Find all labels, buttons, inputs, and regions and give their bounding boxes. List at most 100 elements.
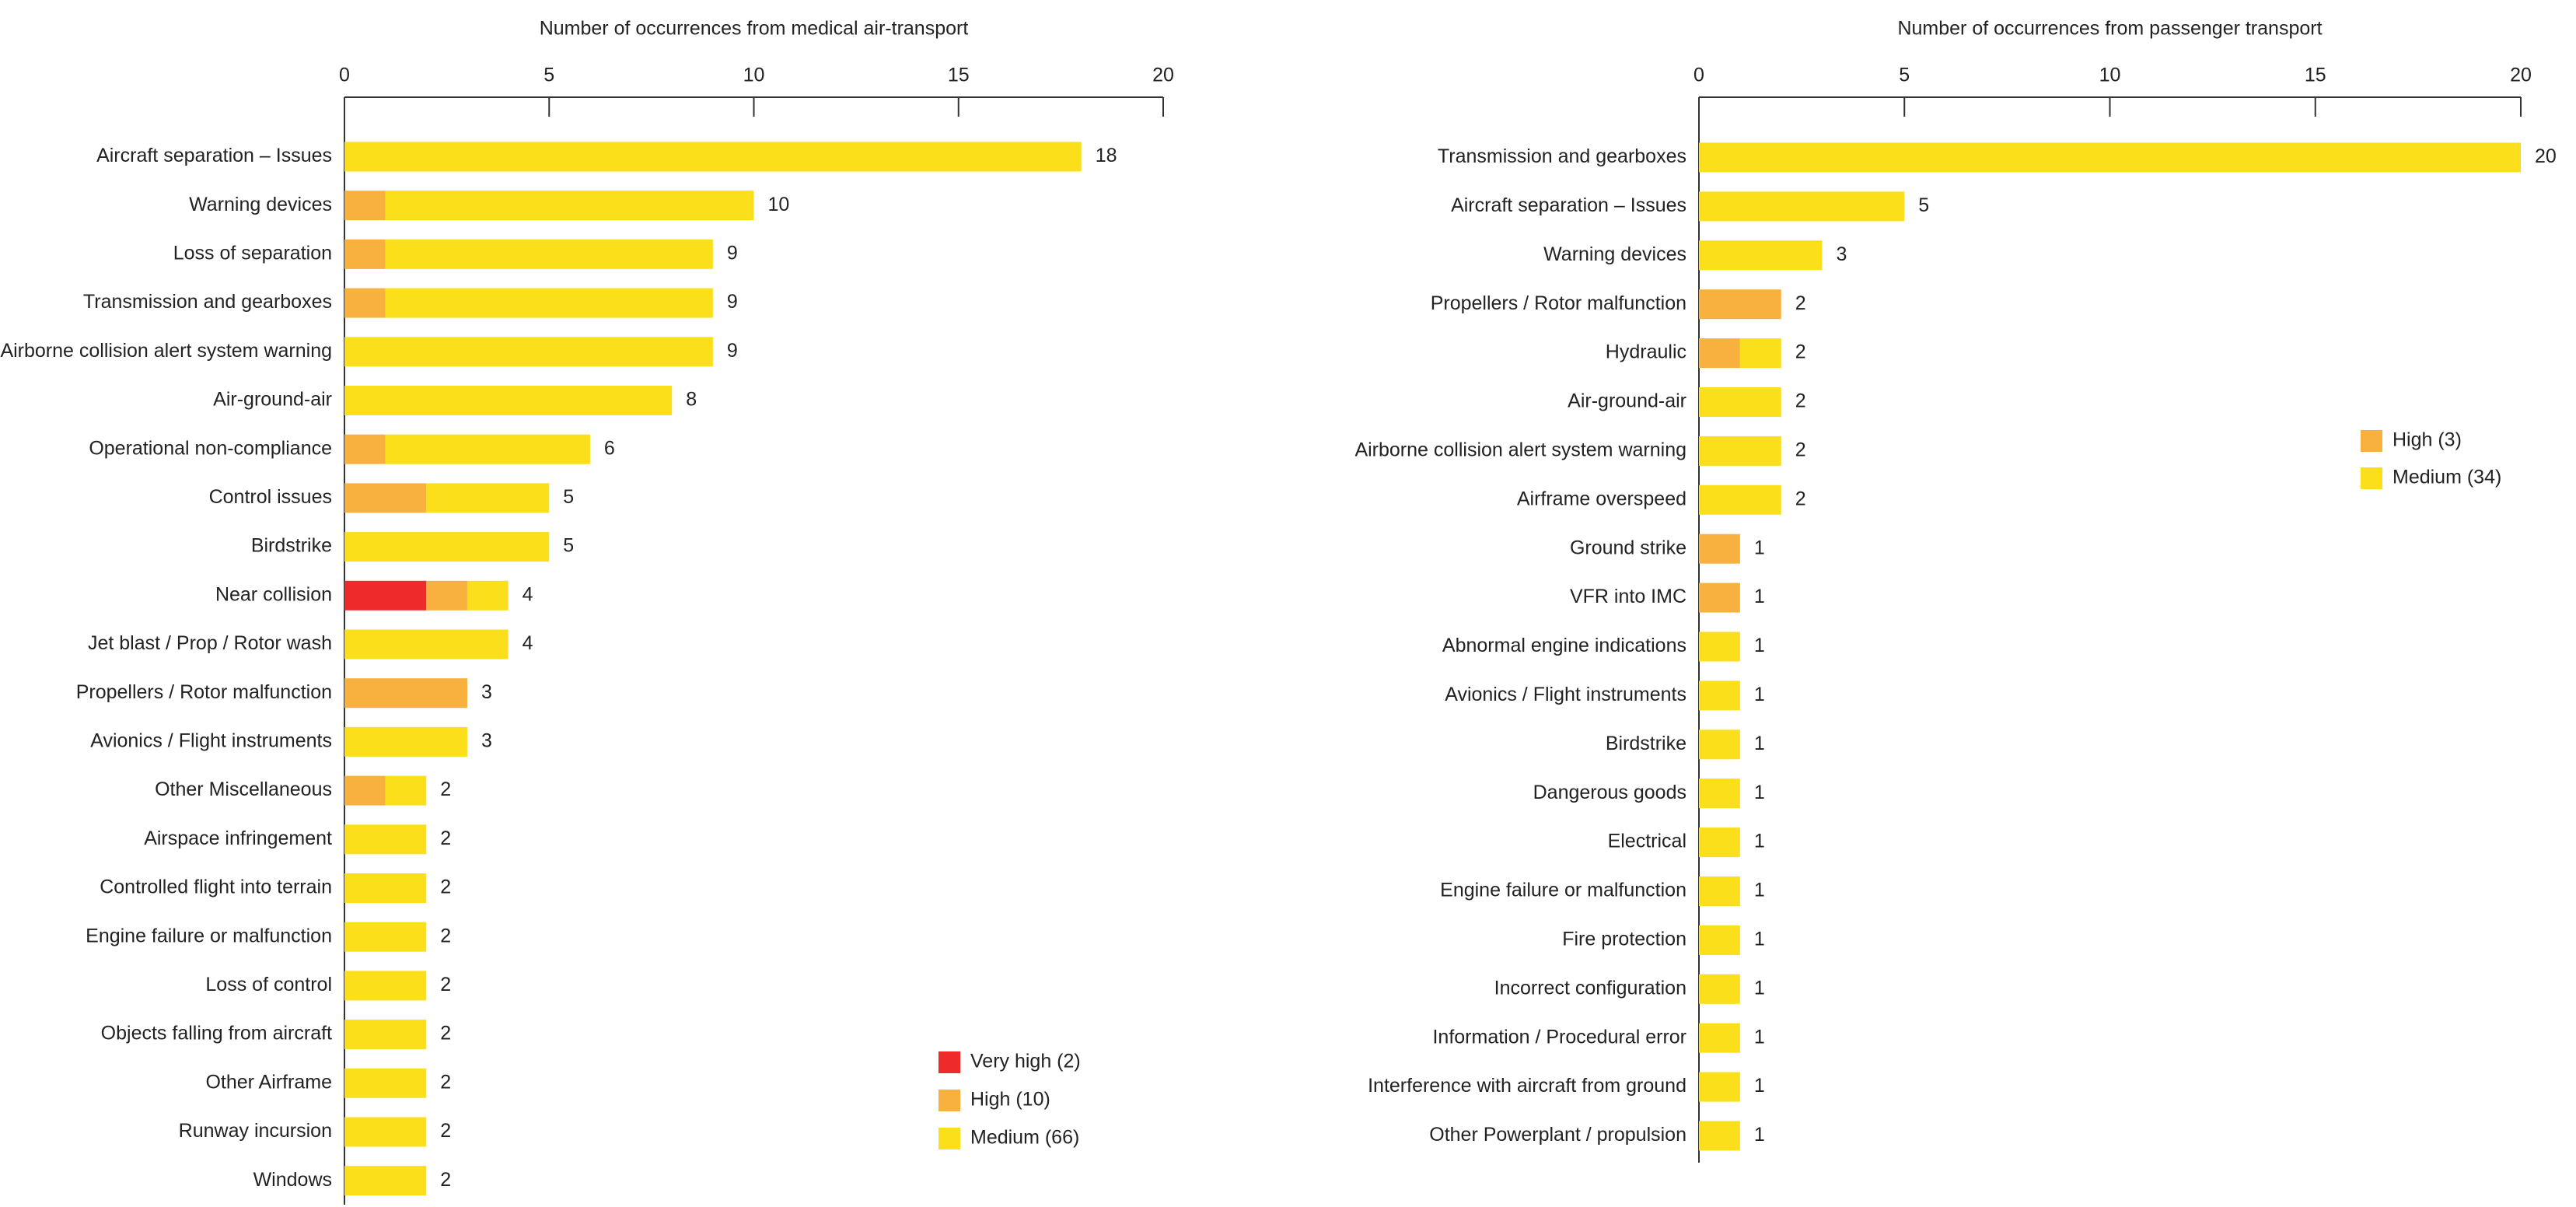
x-tick-label: 20 — [1152, 65, 1174, 86]
bar-segment — [467, 580, 509, 610]
data-label: 2 — [1795, 439, 1806, 461]
bar-segment — [1699, 729, 1740, 760]
category-label: Air-ground-air — [213, 389, 332, 411]
bar-segment — [344, 1020, 427, 1050]
data-label: 1 — [1754, 880, 1765, 901]
category-label: Birdstrike — [251, 535, 332, 557]
category-label: Warning devices — [1543, 243, 1686, 265]
bar-segment — [1699, 876, 1740, 906]
bar-segment — [344, 580, 427, 610]
bar-segment — [1699, 338, 1740, 369]
category-label: Avionics / Flight instruments — [90, 730, 332, 752]
axis-title: Number of occurrences from medical air-t… — [540, 18, 969, 40]
category-label: Air-ground-air — [1568, 390, 1686, 412]
data-label: 6 — [604, 437, 615, 459]
category-label: Controlled flight into terrain — [100, 876, 332, 898]
category-label: Birdstrike — [1606, 733, 1686, 754]
data-label: 2 — [440, 778, 451, 800]
category-label: Airborne collision alert system warning — [1354, 439, 1686, 461]
category-label: Jet blast / Prop / Rotor wash — [88, 632, 332, 654]
x-tick-label: 10 — [2099, 65, 2121, 86]
data-label: 1 — [1754, 977, 1765, 999]
category-label: Other Airframe — [205, 1071, 332, 1093]
data-label: 1 — [1754, 1124, 1765, 1146]
legend: Very high (2) High (10) Medium (66) — [938, 1051, 1081, 1149]
data-label: 2 — [440, 827, 451, 849]
category-label: Transmission and gearboxes — [1438, 145, 1686, 167]
x-tick-label: 5 — [544, 65, 554, 86]
data-label: 2 — [440, 925, 451, 946]
category-label: Engine failure or malfunction — [86, 925, 332, 946]
category-label: Propellers / Rotor malfunction — [76, 681, 332, 703]
data-label: 1 — [1754, 1026, 1765, 1048]
category-label: Control issues — [209, 486, 332, 508]
legend-swatch — [2361, 430, 2382, 452]
bar-segment — [344, 434, 386, 464]
data-label: 20 — [2535, 145, 2557, 167]
category-label: Hydraulic — [1606, 341, 1686, 363]
bar-segment — [344, 1166, 427, 1196]
x-tick-label: 0 — [1693, 65, 1704, 86]
bar-segment — [385, 191, 754, 221]
bar-segment — [1699, 387, 1781, 417]
data-label: 2 — [440, 974, 451, 995]
data-label: 3 — [481, 730, 492, 752]
bar-segment — [1699, 925, 1740, 955]
data-label: 18 — [1096, 145, 1117, 166]
data-label: 3 — [1837, 243, 1847, 265]
data-label: 5 — [1918, 194, 1929, 216]
bar-segment — [1699, 583, 1740, 613]
data-label: 2 — [440, 1120, 451, 1142]
legend-swatch — [938, 1090, 960, 1111]
chart-passenger-transport: Number of occurrences from passenger tra… — [1354, 18, 2557, 1163]
bar-segment — [344, 678, 467, 708]
category-label: Information / Procedural error — [1432, 1026, 1686, 1048]
legend-label: Medium (34) — [2392, 467, 2501, 488]
category-label: Operational non-compliance — [89, 437, 332, 459]
category-label: Interference with aircraft from ground — [1368, 1075, 1686, 1097]
bar-segment — [344, 337, 713, 367]
bar-segment — [344, 142, 1082, 172]
category-label: Objects falling from aircraft — [101, 1023, 332, 1044]
bar-segment — [1699, 1121, 1740, 1151]
data-label: 2 — [440, 1169, 451, 1191]
bar-segment — [344, 1117, 427, 1147]
legend-swatch — [938, 1128, 960, 1149]
data-label: 1 — [1754, 586, 1765, 607]
legend-swatch — [938, 1051, 960, 1073]
data-label: 2 — [1795, 488, 1806, 509]
bar-segment — [344, 726, 467, 757]
legend-label: Very high (2) — [970, 1051, 1081, 1072]
legend: High (3) Medium (34) — [2361, 429, 2501, 489]
data-label: 1 — [1754, 684, 1765, 705]
category-label: Airborne collision alert system warning — [0, 340, 332, 362]
category-label: Near collision — [215, 583, 332, 605]
x-tick-label: 15 — [948, 65, 970, 86]
x-tick-label: 10 — [743, 65, 765, 86]
category-label: Loss of control — [205, 974, 332, 995]
data-label: 3 — [481, 681, 492, 703]
bar-segment — [1699, 631, 1740, 662]
x-tick-label: 15 — [2305, 65, 2326, 86]
data-label: 1 — [1754, 733, 1765, 754]
data-label: 8 — [686, 389, 697, 411]
legend-label: High (10) — [970, 1089, 1050, 1111]
category-label: Airspace infringement — [144, 827, 332, 849]
legend-label: Medium (66) — [970, 1127, 1079, 1149]
bar-segment — [385, 434, 590, 464]
category-label: Other Miscellaneous — [155, 778, 332, 800]
category-label: Runway incursion — [179, 1120, 332, 1142]
bar-segment — [344, 483, 427, 513]
data-label: 1 — [1754, 929, 1765, 950]
data-label: 2 — [1795, 390, 1806, 412]
data-label: 10 — [768, 194, 790, 215]
data-label: 2 — [440, 1071, 451, 1093]
bar-segment — [385, 288, 713, 318]
category-label: Engine failure or malfunction — [1440, 880, 1686, 901]
bar-segment — [1699, 485, 1781, 515]
bar-segment — [1699, 974, 1740, 1004]
data-label: 5 — [563, 486, 574, 508]
bar-segment — [1739, 338, 1781, 369]
bar-segment — [385, 239, 713, 269]
x-tick-label: 20 — [2510, 65, 2532, 86]
